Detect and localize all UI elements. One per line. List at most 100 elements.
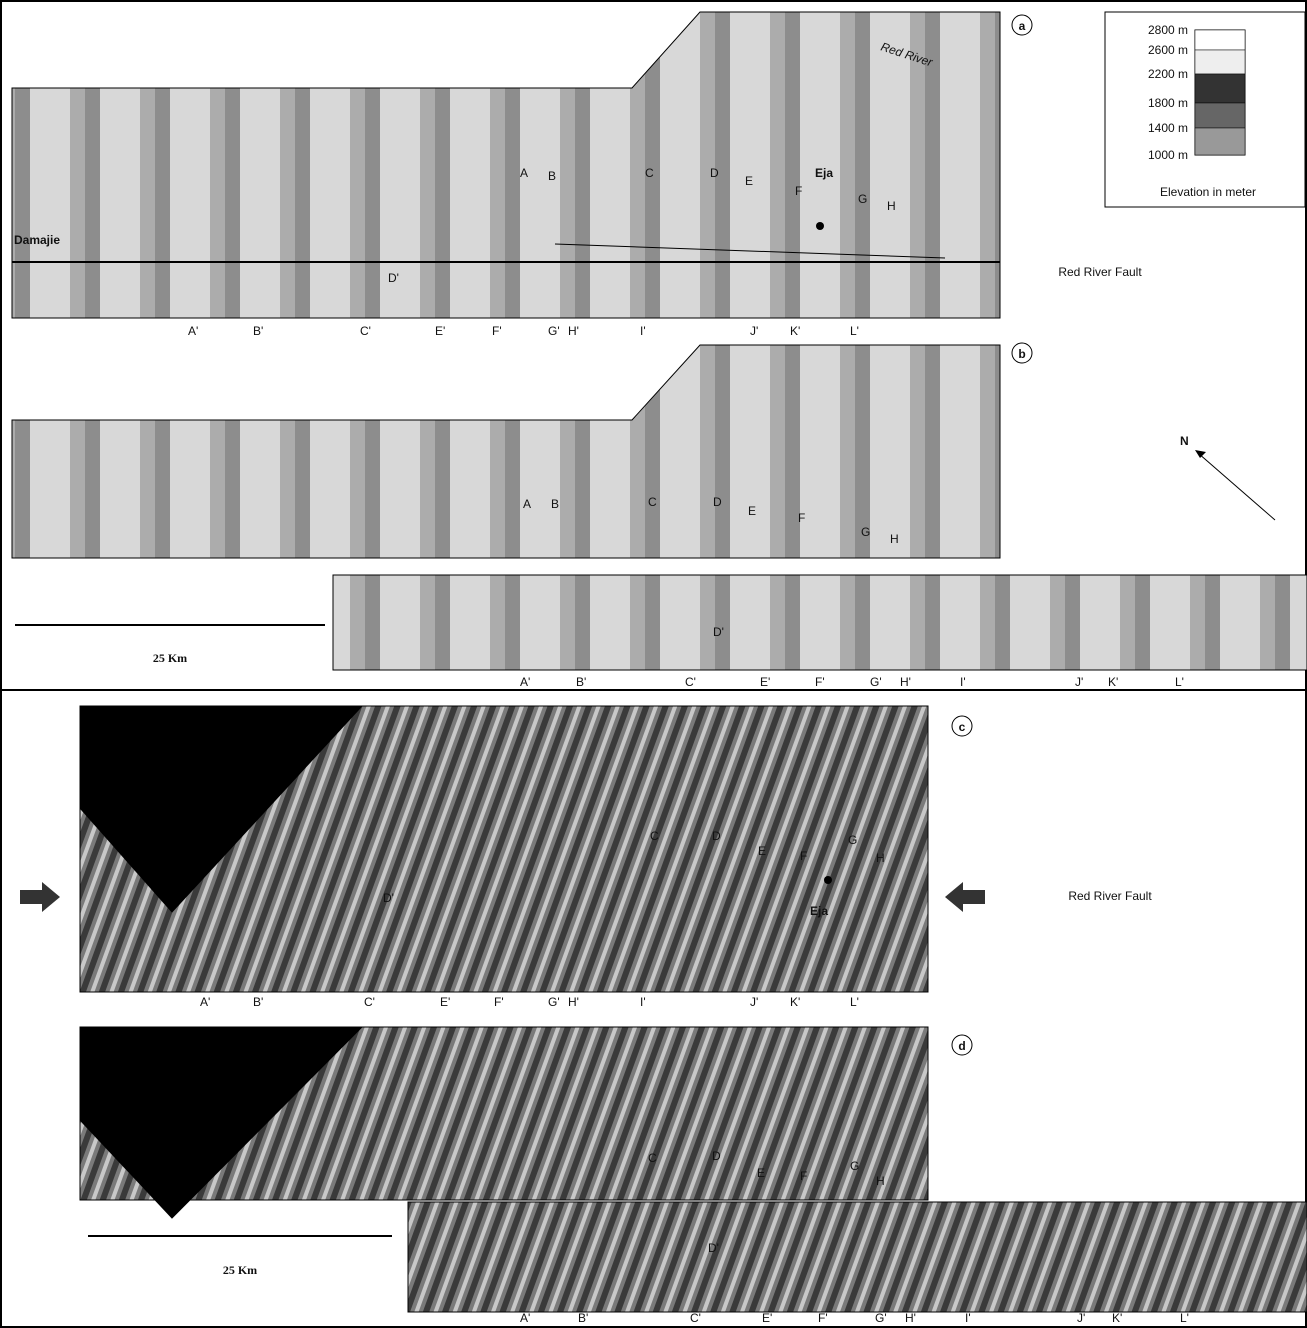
terrain-south [333,575,1307,670]
offset-label: K' [1108,675,1118,689]
offset-label: C' [690,1311,701,1325]
offset-label: K' [790,324,800,338]
valley-label: E [748,504,756,518]
offset-label: K' [790,995,800,1009]
legend-level: 1800 m [1148,96,1188,110]
offset-label: E' [435,324,445,338]
valley-label: D [713,495,722,509]
satellite-image [408,1202,1307,1312]
panel-letter: a [1019,19,1026,33]
valley-label: D' [708,1241,719,1255]
valley-label: H [876,851,885,865]
valley-label: G [848,833,857,847]
valley-label: F [800,849,807,863]
scale-label: 25 Km [223,1263,257,1277]
offset-label: A' [200,995,210,1009]
offset-label: I' [640,324,646,338]
offset-label: F' [494,995,504,1009]
panel-letter: c [959,720,966,734]
offset-label: L' [1175,675,1184,689]
legend-level: 2600 m [1148,43,1188,57]
valley-label: B [548,169,556,183]
fault-arrow [945,882,985,912]
fault-label: Red River Fault [1058,265,1142,279]
offset-label: A' [188,324,198,338]
valley-label: D [712,1149,721,1163]
offset-label: L' [1180,1311,1189,1325]
valley-label: D [712,829,721,843]
legend-level: 2800 m [1148,23,1188,37]
offset-label: C' [360,324,371,338]
map-layer: 2800 m 2600 m 2200 m 1800 m 1400 m 1000 m Elev… [12,12,1307,1325]
valley-label: F [798,511,805,525]
town-label: Eja [810,904,828,918]
offset-label: E' [440,995,450,1009]
valley-label: A [520,166,528,180]
offset-label: G' [548,995,560,1009]
offset-label: E' [762,1311,772,1325]
terrain-north [12,12,1000,262]
north-arrowhead [1195,450,1206,458]
offset-label: J' [750,995,758,1009]
offset-label: C' [685,675,696,689]
town-marker [824,876,832,884]
offset-label: A' [520,1311,530,1325]
place-label: Damajie [14,233,60,247]
offset-label: J' [1075,675,1083,689]
valley-label: B [551,497,559,511]
legend-title: Elevation in meter [1160,185,1256,199]
offset-label: B' [578,1311,588,1325]
figure: 2800 m 2600 m 2200 m 1800 m 1400 m 1000 m Elev… [0,0,1307,1328]
legend-level: 1000 m [1148,148,1188,162]
valley-label: A [523,497,531,511]
offset-label: B' [253,324,263,338]
valley-label: H [890,532,899,546]
offset-label: K' [1112,1311,1122,1325]
valley-label: G [850,1159,859,1173]
legend-swatch [1195,50,1245,74]
valley-label: E [745,174,753,188]
offset-label: H' [905,1311,916,1325]
valley-label: D' [713,625,724,639]
valley-label: E [757,1166,765,1180]
valley-label: C [648,495,657,509]
valley-label: G [858,192,867,206]
fault-arrow [20,882,60,912]
valley-label: H [887,199,896,213]
valley-label: D' [383,891,394,905]
fault-label: Red River Fault [1068,889,1152,903]
legend-level: 1400 m [1148,121,1188,135]
panel-letter: d [958,1039,965,1053]
offset-label: F' [492,324,502,338]
valley-label: D' [388,271,399,285]
panel-letter: b [1018,347,1025,361]
offset-label: G' [875,1311,887,1325]
offset-label: F' [818,1311,828,1325]
offset-label: I' [965,1311,971,1325]
terrain-south [12,262,1000,318]
valley-label: E [758,844,766,858]
legend-swatch [1195,103,1245,128]
valley-label: C [650,829,659,843]
valley-label: C [648,1151,657,1165]
north-label: N [1180,434,1189,448]
offset-label: I' [640,995,646,1009]
offset-label: L' [850,995,859,1009]
offset-label: C' [364,995,375,1009]
legend-swatch [1195,74,1245,103]
offset-label: H' [900,675,911,689]
scale-label: 25 Km [153,651,187,665]
offset-label: J' [750,324,758,338]
offset-label: A' [520,675,530,689]
legend-level: 2200 m [1148,67,1188,81]
offset-label: G' [870,675,882,689]
offset-label: I' [960,675,966,689]
town-marker [816,222,824,230]
valley-label: G [861,525,870,539]
offset-label: J' [1077,1311,1085,1325]
town-label: Eja [815,166,833,180]
valley-label: D [710,166,719,180]
valley-label: F [795,184,802,198]
offset-label: G' [548,324,560,338]
offset-label: B' [253,995,263,1009]
